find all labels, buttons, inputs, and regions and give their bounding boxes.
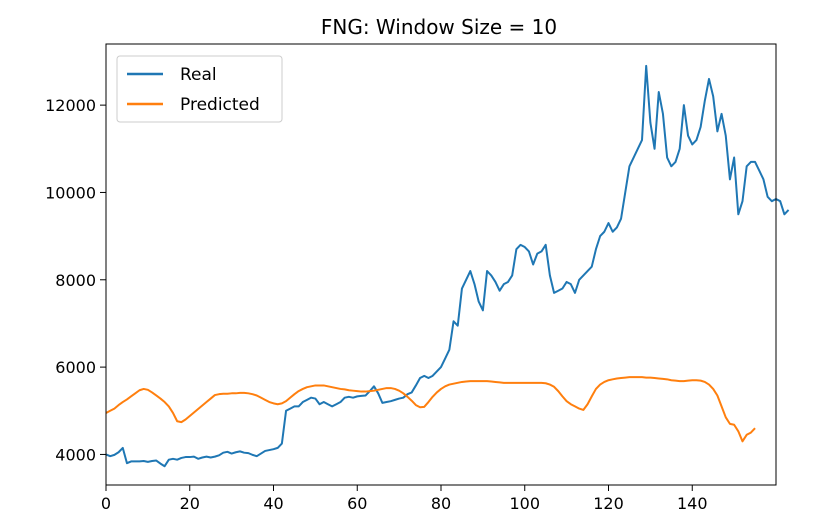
x-tick-label: 140: [677, 494, 708, 513]
x-tick-label: 0: [101, 494, 111, 513]
series-line-predicted: [105, 376, 756, 443]
y-axis: 4000 6000 8000 10000 12000: [45, 96, 106, 464]
series-line-real: [105, 64, 790, 468]
legend: Real Predicted: [116, 55, 283, 123]
chart-title: FNG: Window Size = 10: [321, 15, 557, 39]
legend-box: [116, 55, 283, 123]
y-tick-label: 6000: [55, 358, 96, 377]
x-tick-label: 40: [263, 494, 283, 513]
legend-real-label: Real: [180, 65, 217, 85]
y-tick-label: 4000: [55, 445, 96, 464]
y-tick-label: 12000: [45, 96, 96, 115]
x-tick-label: 100: [509, 494, 540, 513]
x-tick-label: 20: [180, 494, 200, 513]
legend-predicted-label: Predicted: [180, 95, 260, 115]
x-tick-label: 80: [431, 494, 451, 513]
series-lines: [105, 64, 790, 468]
x-axis: 0 20 40 60 80 100 120 140: [101, 485, 708, 513]
x-tick-label: 60: [347, 494, 367, 513]
y-tick-label: 10000: [45, 183, 96, 202]
y-tick-label: 8000: [55, 271, 96, 290]
x-tick-label: 120: [593, 494, 624, 513]
